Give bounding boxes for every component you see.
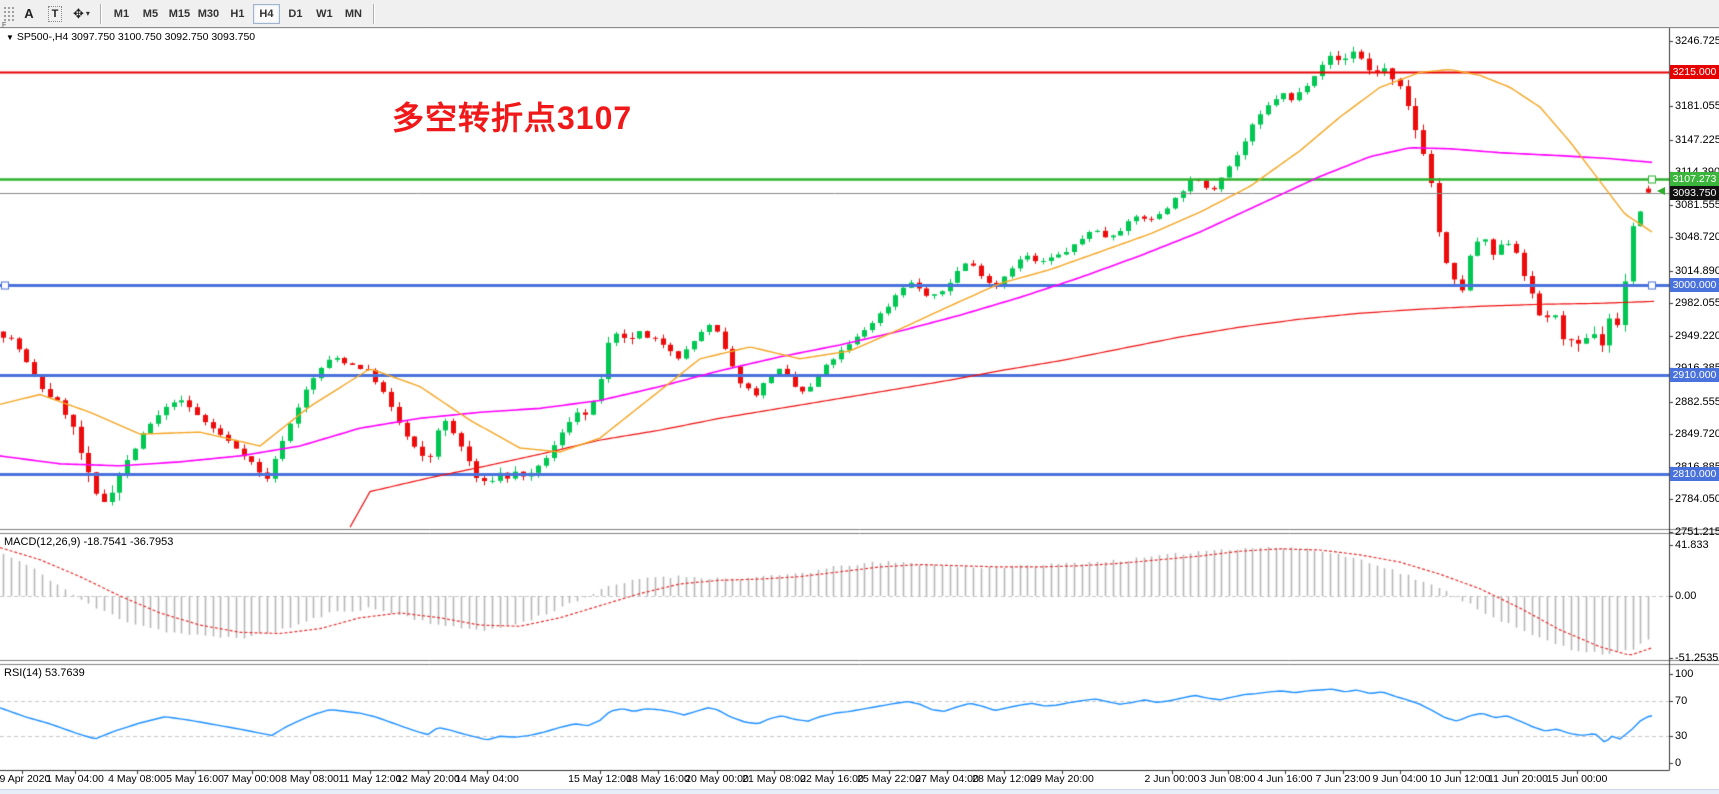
price-tick-label: 2784.050 [1675,493,1719,506]
toolbar-f-label: F [2,21,7,29]
time-axis-label: 3 Jun 08:00 [1200,773,1256,785]
price-tick-label: 2751.215 [1675,526,1719,538]
rsi-indicator-label: RSI(14) 53.7639 [4,667,85,679]
time-axis-label: 4 Jun 16:00 [1257,773,1313,785]
toolbar-drag-handle[interactable]: F [2,4,16,29]
time-axis-label: 29 May 20:00 [1030,773,1094,785]
time-axis-label: 27 May 04:00 [915,773,979,785]
time-axis-label: 12 May 20:00 [396,773,460,785]
time-axis-label: 29 Apr 2020 [0,773,51,785]
macd-axis-label: -51.2535 [1675,652,1719,665]
rsi-axis-label: 70 [1675,694,1688,707]
time-axis-label: 7 May 00:00 [223,773,281,785]
price-tick-label: 3014.890 [1675,264,1719,277]
rsi-axis-label: 0 [1675,757,1682,769]
time-axis-label: 1 May 04:00 [46,773,104,785]
timeframe-m5-button[interactable]: M5 [137,4,164,24]
font-tool-icon[interactable]: A [17,3,41,25]
symbol-info-line: ▼ SP500-,H4 3097.750 3100.750 3092.750 30… [6,31,256,43]
timeframe-h1-button[interactable]: H1 [224,4,251,24]
time-axis-label: 25 May 22:00 [857,773,921,785]
price-tick-label: 3181.055 [1675,100,1719,113]
price-line-badge: 2810.000 [1670,466,1719,481]
top-toolbar: F A T ✥ ▾ M1 M5 M15 M30 H1 H4 D1 W1 MN [0,0,1719,29]
rsi-axis-label: 100 [1675,668,1694,680]
time-axis-label: 14 May 04:00 [455,773,519,785]
panel-splitter-rsi[interactable] [0,659,1719,665]
price-tick-label: 3081.555 [1675,198,1719,211]
dropdown-caret-icon: ▾ [85,9,90,18]
timeframe-d1-button[interactable]: D1 [282,4,309,24]
timeframe-m15-button[interactable]: M15 [166,4,193,24]
time-axis-label: 11 May 12:00 [338,773,402,785]
text-label-tool-icon[interactable]: T [43,3,67,25]
time-axis-label: 15 May 12:00 [568,773,632,785]
time-axis-label: 18 May 16:00 [626,773,690,785]
time-axis-label: 28 May 12:00 [972,773,1036,785]
price-tick-label: 3147.225 [1675,133,1719,146]
time-axis-label: 2 Jun 00:00 [1144,773,1200,785]
time-axis-label: 15 Jun 00:00 [1546,773,1608,785]
time-axis-label: 5 May 16:00 [166,773,224,785]
rsi-axis-label: 30 [1675,730,1688,743]
price-tick-label: 2949.220 [1675,329,1719,342]
time-axis-label: 4 May 08:00 [108,773,166,785]
panel-splitter-macd[interactable] [0,528,1719,534]
price-line-badge: 3215.000 [1670,65,1719,80]
timeframe-h4-button[interactable]: H4 [252,3,280,24]
time-axis-label: 22 May 16:00 [800,773,864,785]
time-axis-label: 20 May 00:00 [685,773,749,785]
price-line-badge: 3107.273 [1670,172,1719,187]
price-tick-label: 3246.725 [1675,35,1719,47]
price-line-badge: 2910.000 [1670,367,1719,382]
time-axis-label: 7 Jun 23:00 [1315,773,1371,785]
timeframe-mn-button[interactable]: MN [340,4,367,24]
window-bottom-strip [0,789,1719,794]
price-tick-label: 2882.555 [1675,395,1719,408]
timeframe-w1-button[interactable]: W1 [311,4,338,24]
timeframe-m1-button[interactable]: M1 [108,4,135,24]
time-axis-label: 11 Jun 20:00 [1488,773,1548,785]
price-line-badge: 3093.750 [1670,185,1719,200]
last-price-arrow-icon [1657,187,1665,195]
symbol-collapse-icon[interactable]: ▼ [6,33,14,42]
toolbar-separator [372,3,375,24]
time-axis-label: 10 Jun 12:00 [1429,773,1491,785]
macd-axis-label: 0.00 [1675,590,1697,602]
price-tick-label: 3048.720 [1675,231,1719,244]
chart-annotation-text: 多空转折点3107 [392,100,633,136]
time-axis-label: 8 May 08:00 [281,773,339,785]
time-axis-label: 9 Jun 04:00 [1372,773,1428,785]
price-tick-label: 2982.055 [1675,297,1719,310]
toolbar-separator [99,3,102,24]
macd-indicator-label: MACD(12,26,9) -18.7541 -36.7953 [4,536,174,548]
shapes-tool-icon[interactable]: ✥ ▾ [69,3,94,25]
price-tick-label: 2849.720 [1675,428,1719,441]
macd-axis-label: 41.833 [1675,539,1709,552]
timeframe-m30-button[interactable]: M30 [195,4,222,24]
price-line-badge: 3000.000 [1670,278,1719,293]
time-axis-label: 21 May 08:00 [742,773,806,785]
